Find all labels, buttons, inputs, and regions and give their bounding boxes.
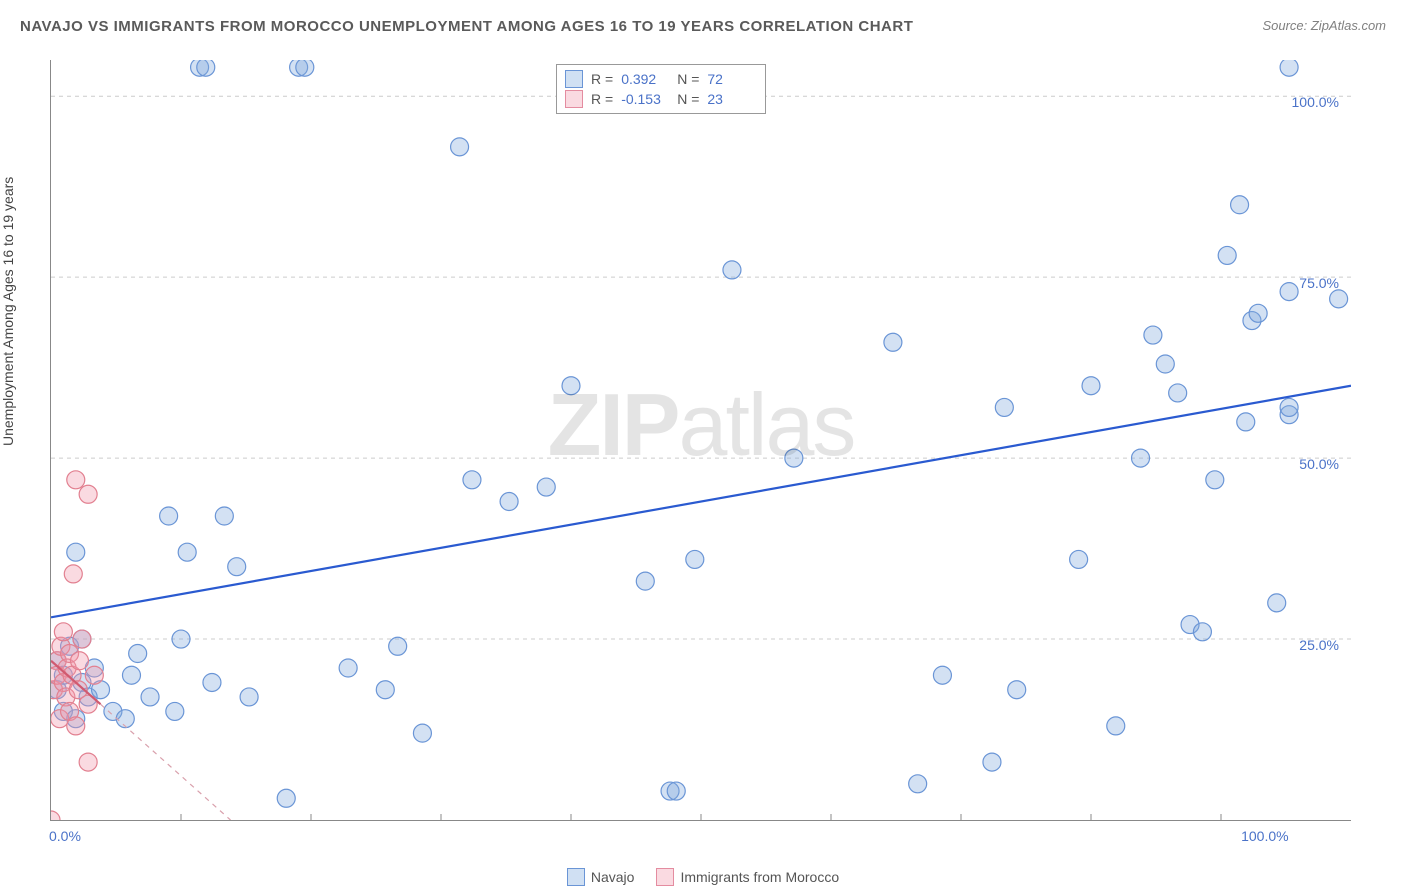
stats-row-morocco: R = -0.153 N = 23 (565, 89, 755, 109)
n-label: N = (677, 71, 699, 87)
legend-item-navajo: Navajo (567, 868, 635, 886)
y-axis-label: Unemployment Among Ages 16 to 19 years (0, 177, 16, 446)
x-tick-label: 0.0% (49, 828, 81, 844)
series-legend: Navajo Immigrants from Morocco (0, 868, 1406, 886)
n-value: 72 (707, 71, 755, 87)
correlation-stats-box: R = 0.392 N = 72 R = -0.153 N = 23 (556, 64, 766, 114)
y-tick-label: 75.0% (1299, 275, 1339, 291)
y-tick-label: 25.0% (1299, 637, 1339, 653)
x-tick-label: 100.0% (1241, 828, 1288, 844)
n-label: N = (677, 91, 699, 107)
legend-label: Immigrants from Morocco (680, 869, 839, 885)
swatch-icon (565, 70, 583, 88)
stats-row-navajo: R = 0.392 N = 72 (565, 69, 755, 89)
scatter-plot: ZIPatlas R = 0.392 N = 72 R = -0.153 N =… (50, 60, 1351, 821)
chart-title: NAVAJO VS IMMIGRANTS FROM MOROCCO UNEMPL… (20, 18, 913, 35)
y-tick-label: 50.0% (1299, 456, 1339, 472)
swatch-icon (565, 90, 583, 108)
legend-label: Navajo (591, 869, 635, 885)
y-tick-label: 100.0% (1292, 94, 1339, 110)
legend-item-morocco: Immigrants from Morocco (656, 868, 839, 886)
swatch-icon (656, 868, 674, 886)
r-label: R = (591, 91, 613, 107)
r-value: -0.153 (621, 91, 669, 107)
swatch-icon (567, 868, 585, 886)
source-label: Source: ZipAtlas.com (1262, 18, 1386, 33)
n-value: 23 (707, 91, 755, 107)
r-label: R = (591, 71, 613, 87)
r-value: 0.392 (621, 71, 669, 87)
